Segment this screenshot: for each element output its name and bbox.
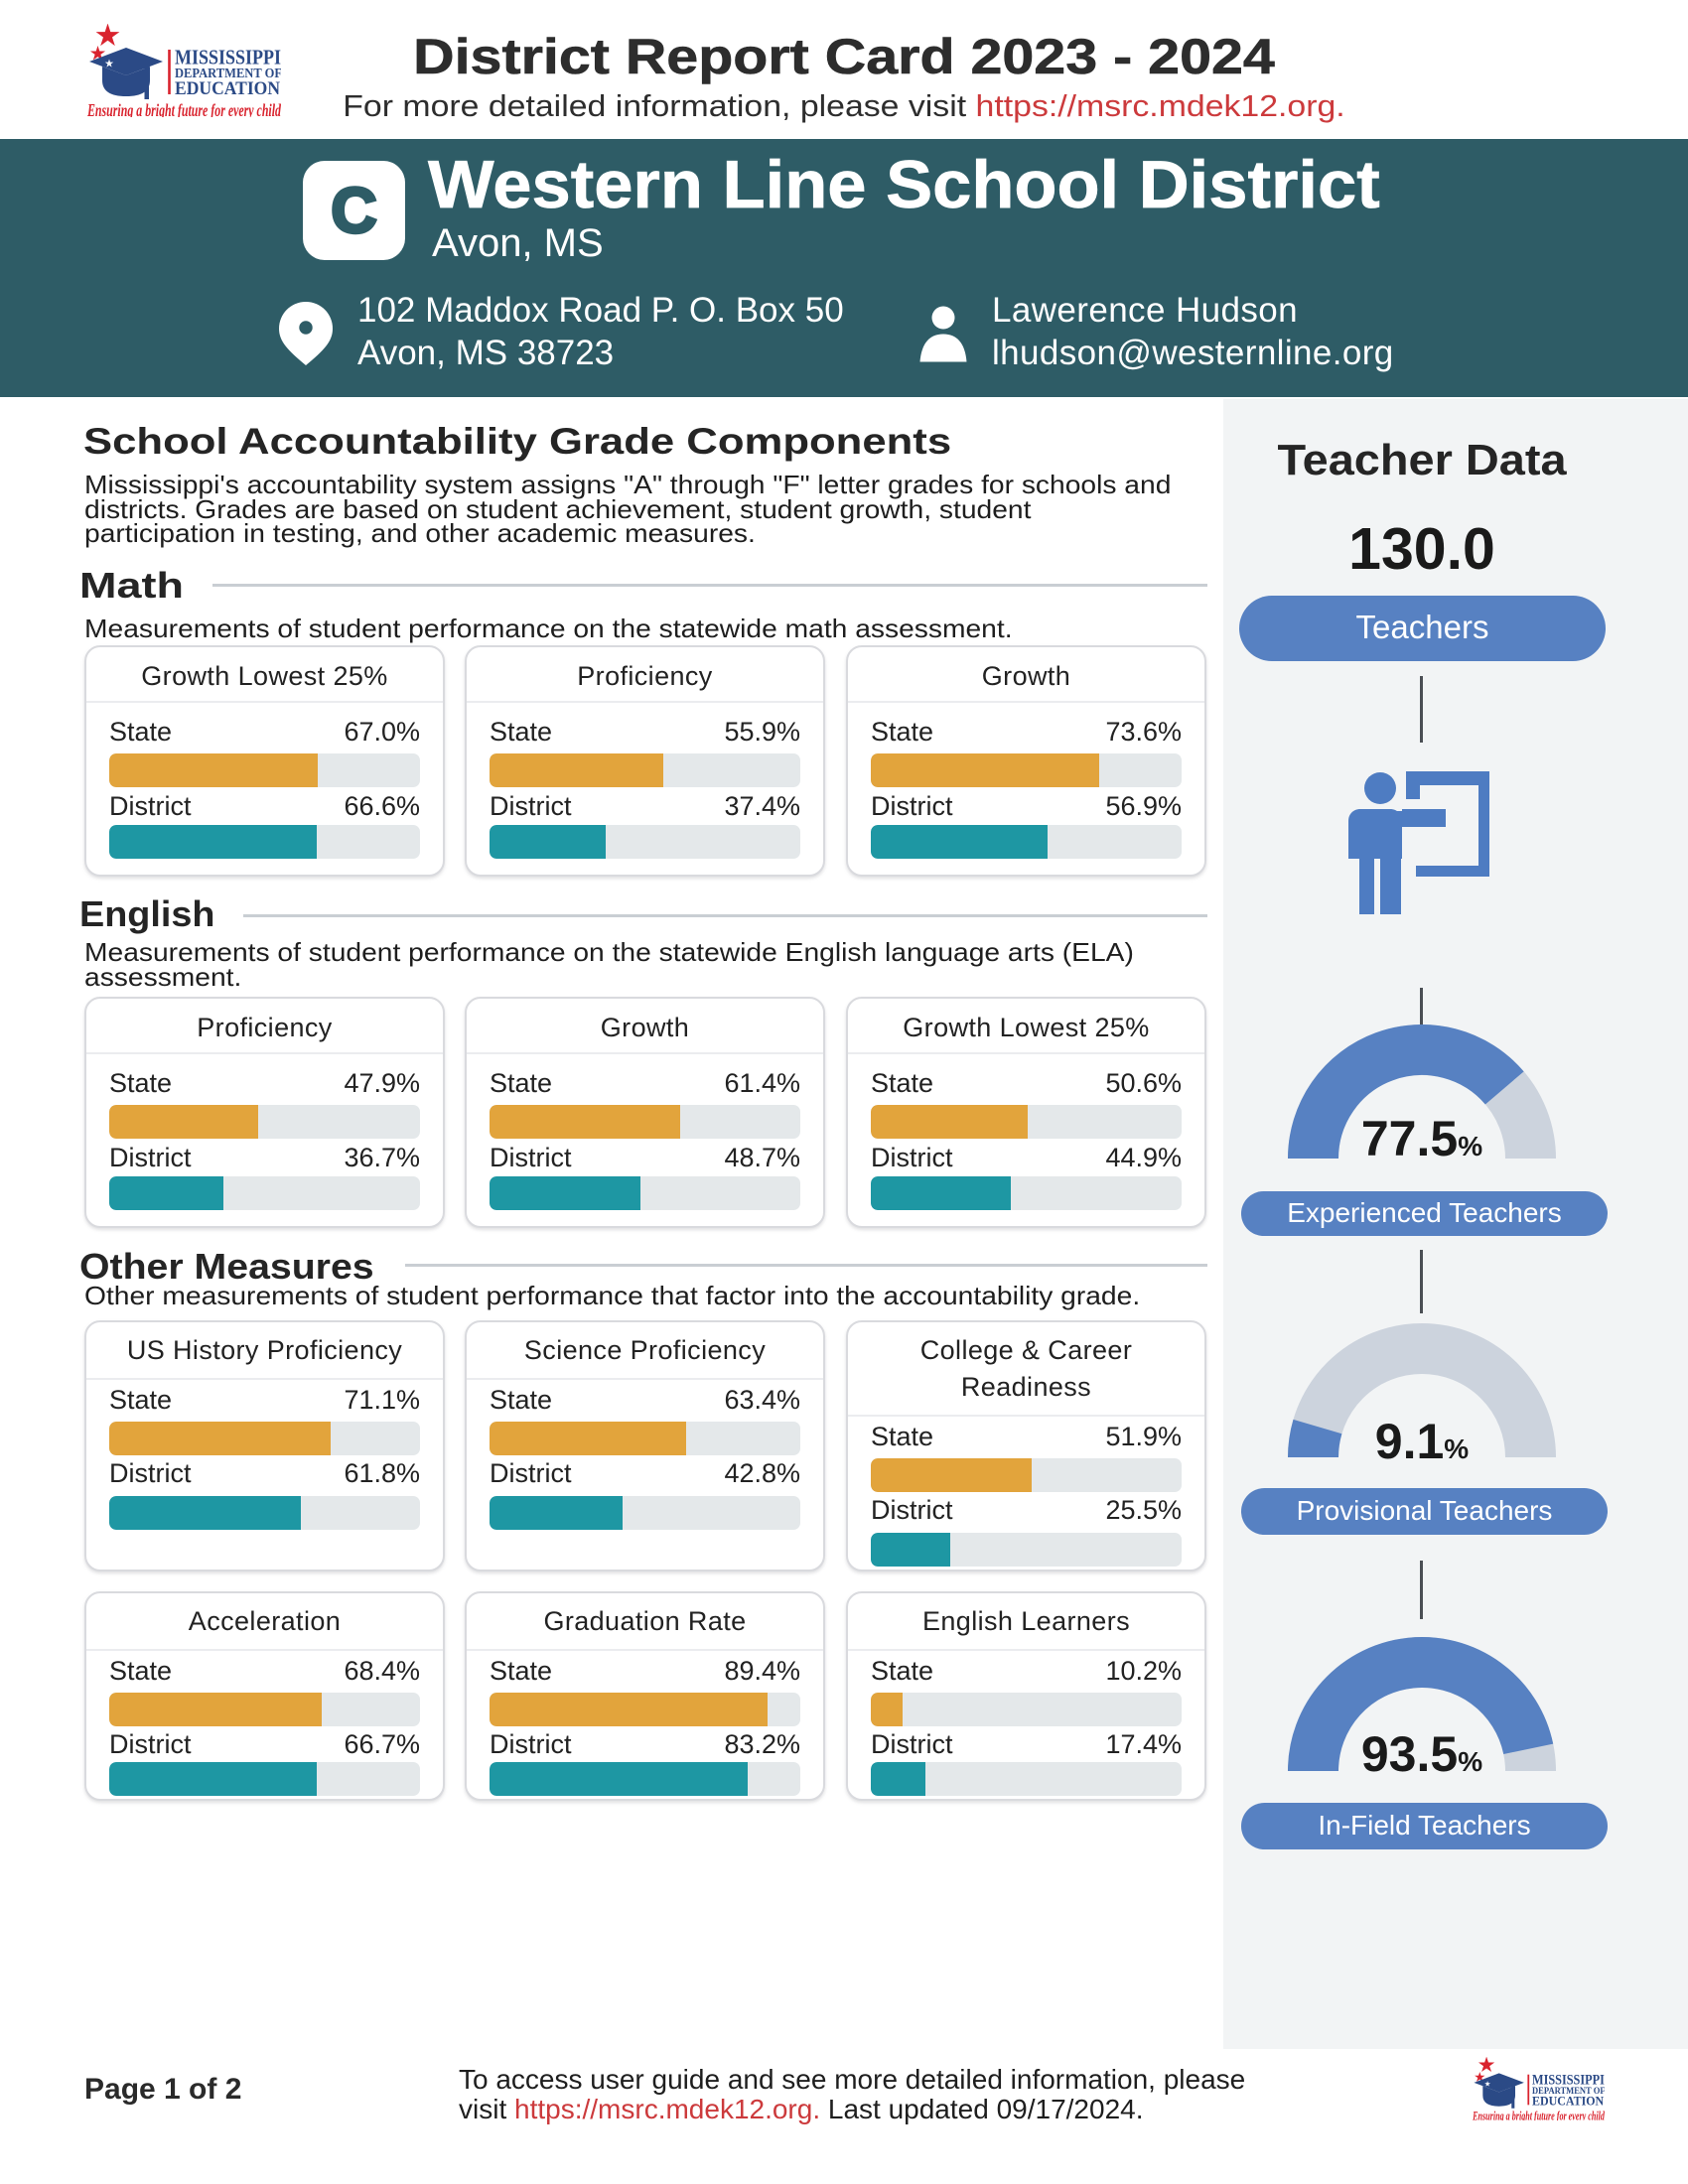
svg-text:Ensuring a bright future for e: Ensuring a bright future for every child [87,100,281,117]
svg-text:MISSISSIPPI: MISSISSIPPI [175,45,281,68]
svg-text:Ensuring a bright future for e: Ensuring a bright future for every child [1473,2109,1605,2120]
svg-text:MISSISSIPPI: MISSISSIPPI [1532,2073,1605,2089]
svg-text:DEPARTMENT OF: DEPARTMENT OF [1532,2086,1605,2096]
svg-text:EDUCATION: EDUCATION [175,78,280,99]
svg-text:DEPARTMENT OF: DEPARTMENT OF [175,66,281,80]
svg-text:EDUCATION: EDUCATION [1532,2093,1605,2108]
